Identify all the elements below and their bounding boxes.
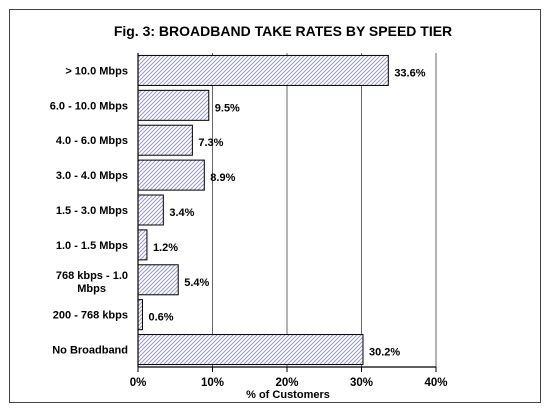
data-label: 9.5% — [215, 102, 240, 114]
x-tick-label: 0% — [130, 377, 147, 389]
data-label: 33.6% — [394, 67, 425, 79]
bar — [137, 194, 164, 226]
x-tick-label: 40% — [424, 377, 447, 389]
x-tick-label: 20% — [275, 377, 298, 389]
x-tick-label: 30% — [350, 377, 373, 389]
category-label: 1.5 - 3.0 Mbps — [56, 205, 128, 217]
bar — [137, 299, 143, 331]
bar — [137, 159, 205, 191]
data-label: 5.4% — [184, 277, 209, 289]
data-label: 0.6% — [148, 312, 173, 324]
category-label: 6.0 - 10.0 Mbps — [50, 100, 128, 112]
data-label: 7.3% — [198, 137, 223, 149]
x-axis-label: % of Customers — [246, 389, 330, 401]
data-label: 30.2% — [369, 347, 400, 359]
category-label: 1.0 - 1.5 Mbps — [56, 240, 128, 252]
bar — [137, 264, 179, 296]
category-label: 200 - 768 kbps — [53, 310, 128, 322]
category-label: 768 kbps - 1.0 Mbps — [56, 270, 128, 295]
category-label: 3.0 - 4.0 Mbps — [56, 170, 128, 182]
data-label: 1.2% — [153, 242, 178, 254]
category-label: No Broadband — [52, 345, 128, 357]
bar — [137, 54, 389, 86]
data-label: 8.9% — [210, 172, 235, 184]
category-label: 4.0 - 6.0 Mbps — [56, 135, 128, 147]
chart-title: Fig. 3: BROADBAND TAKE RATES BY SPEED TI… — [114, 23, 452, 39]
data-label: 3.4% — [169, 207, 194, 219]
x-tick-label: 10% — [201, 377, 224, 389]
bar — [137, 89, 210, 121]
category-label: > 10.0 Mbps — [65, 65, 128, 77]
bar — [137, 334, 364, 366]
bar — [137, 229, 148, 261]
bar — [137, 124, 193, 156]
